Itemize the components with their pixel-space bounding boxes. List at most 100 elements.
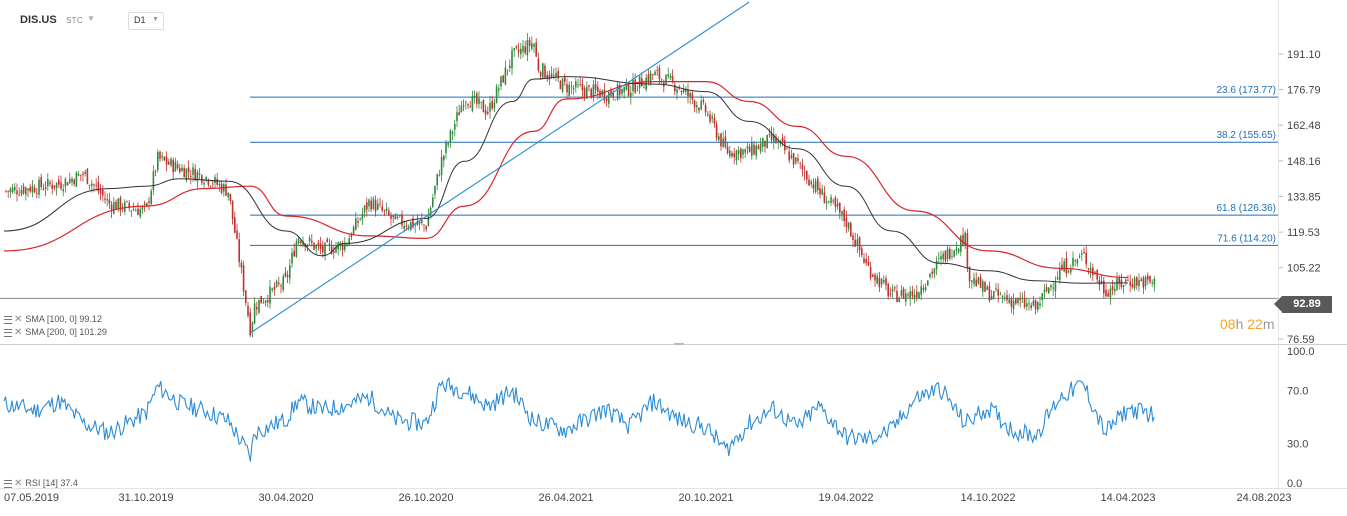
candle-body bbox=[141, 206, 144, 210]
candle-body bbox=[786, 148, 788, 150]
legend-menu-icon[interactable] bbox=[4, 315, 12, 324]
candle-body bbox=[702, 100, 705, 103]
exchange-label[interactable]: STC bbox=[66, 16, 83, 25]
legend-remove-icon[interactable]: ✕ bbox=[14, 327, 23, 338]
candle-body bbox=[93, 184, 95, 186]
timeframe-select[interactable]: D1 ▼ bbox=[128, 12, 164, 30]
candle-body bbox=[900, 290, 903, 296]
candle-body bbox=[643, 87, 645, 89]
candle-body bbox=[1107, 293, 1109, 297]
candle-body bbox=[275, 281, 278, 287]
time-axis-label: 31.10.2019 bbox=[118, 492, 173, 504]
trendline bbox=[250, 1, 750, 334]
candle-body bbox=[867, 261, 870, 266]
candle-body bbox=[341, 243, 344, 250]
candle-body bbox=[482, 99, 485, 113]
candle-body bbox=[647, 74, 650, 83]
candle-body bbox=[667, 74, 669, 77]
candle-body bbox=[355, 218, 357, 230]
candle-body bbox=[1032, 300, 1035, 306]
candle-body bbox=[132, 209, 135, 211]
sma100-line bbox=[3, 76, 1129, 284]
time-axis-label: 26.04.2021 bbox=[538, 492, 593, 504]
candle-body bbox=[883, 280, 885, 283]
candle-body bbox=[834, 197, 837, 207]
legend-rsi[interactable]: ✕ RSI [14] 37.4 bbox=[4, 478, 78, 489]
candle-body bbox=[962, 234, 964, 245]
candle-body bbox=[729, 150, 731, 157]
candle-body bbox=[289, 265, 291, 279]
legend-menu-icon[interactable] bbox=[4, 328, 12, 337]
candle-body bbox=[1153, 278, 1156, 285]
candle-body bbox=[179, 167, 181, 173]
candle-body bbox=[300, 241, 302, 244]
candle-body bbox=[159, 151, 161, 160]
legend-remove-icon[interactable]: ✕ bbox=[14, 314, 23, 325]
countdown-minutes-unit: m bbox=[1262, 316, 1275, 332]
candle-body bbox=[423, 224, 425, 226]
countdown-hours-unit: h bbox=[1235, 316, 1244, 332]
candle-body bbox=[660, 79, 663, 81]
candle-body bbox=[1116, 278, 1118, 290]
candle-body bbox=[489, 102, 491, 112]
candle-body bbox=[630, 92, 632, 98]
candle-body bbox=[654, 71, 656, 76]
candle-body bbox=[124, 201, 126, 212]
legend-menu-icon[interactable] bbox=[4, 479, 12, 488]
candle-body bbox=[478, 98, 480, 105]
time-axis-label: 30.04.2020 bbox=[258, 492, 313, 504]
candle-body bbox=[689, 92, 691, 98]
candle-body bbox=[429, 207, 432, 216]
candle-body bbox=[484, 110, 487, 115]
candle-body bbox=[1021, 298, 1024, 299]
candle-body bbox=[1043, 289, 1046, 293]
candle-body bbox=[685, 88, 687, 92]
candle-body bbox=[682, 88, 685, 92]
candle-body bbox=[491, 101, 493, 109]
fib-level-label: 61.8 (126.36) bbox=[1217, 203, 1277, 214]
candle-body bbox=[148, 201, 150, 203]
candle-body bbox=[951, 256, 953, 258]
exchange-dropdown-caret-icon[interactable]: ▼ bbox=[87, 14, 95, 23]
candle-body bbox=[348, 238, 350, 246]
candle-body bbox=[977, 277, 980, 284]
candle-body bbox=[821, 189, 823, 195]
candle-body bbox=[990, 296, 993, 300]
candle-body bbox=[91, 183, 93, 186]
candle-body bbox=[9, 188, 12, 193]
candle-body bbox=[814, 180, 817, 193]
candle-body bbox=[198, 173, 201, 175]
candle-body bbox=[137, 208, 139, 215]
candle-body bbox=[1125, 279, 1127, 282]
candle-body bbox=[839, 202, 841, 213]
legend-sma200[interactable]: ✕ SMA [200, 0] 101.29 bbox=[4, 327, 107, 338]
candle-body bbox=[898, 297, 900, 303]
price-axis-label: 76.59 bbox=[1287, 334, 1315, 346]
candle-body bbox=[396, 217, 399, 219]
pane-resize-handle[interactable] bbox=[674, 343, 684, 345]
candle-body bbox=[231, 200, 234, 219]
candle-body bbox=[311, 240, 313, 243]
candle-body bbox=[284, 272, 287, 277]
candle-body bbox=[110, 204, 113, 211]
candle-body bbox=[1015, 298, 1017, 304]
candle-body bbox=[715, 124, 718, 139]
candle-body bbox=[680, 90, 683, 92]
candle-body bbox=[896, 290, 898, 302]
time-axis-label: 07.05.2019 bbox=[4, 492, 59, 504]
candle-body bbox=[335, 246, 337, 253]
candle-body bbox=[58, 179, 60, 185]
candle-body bbox=[808, 179, 810, 186]
candle-body bbox=[1070, 269, 1072, 273]
legend-remove-icon[interactable]: ✕ bbox=[14, 478, 23, 489]
candle-body bbox=[245, 290, 247, 303]
candle-body bbox=[1127, 280, 1129, 281]
candle-body bbox=[1151, 282, 1153, 284]
candle-body bbox=[889, 293, 892, 295]
candle-body bbox=[528, 39, 531, 47]
symbol-label[interactable]: DIS.US bbox=[20, 14, 57, 26]
candle-body bbox=[42, 188, 45, 190]
legend-sma100[interactable]: ✕ SMA [100, 0] 99.12 bbox=[4, 314, 102, 325]
candle-body bbox=[64, 178, 67, 187]
